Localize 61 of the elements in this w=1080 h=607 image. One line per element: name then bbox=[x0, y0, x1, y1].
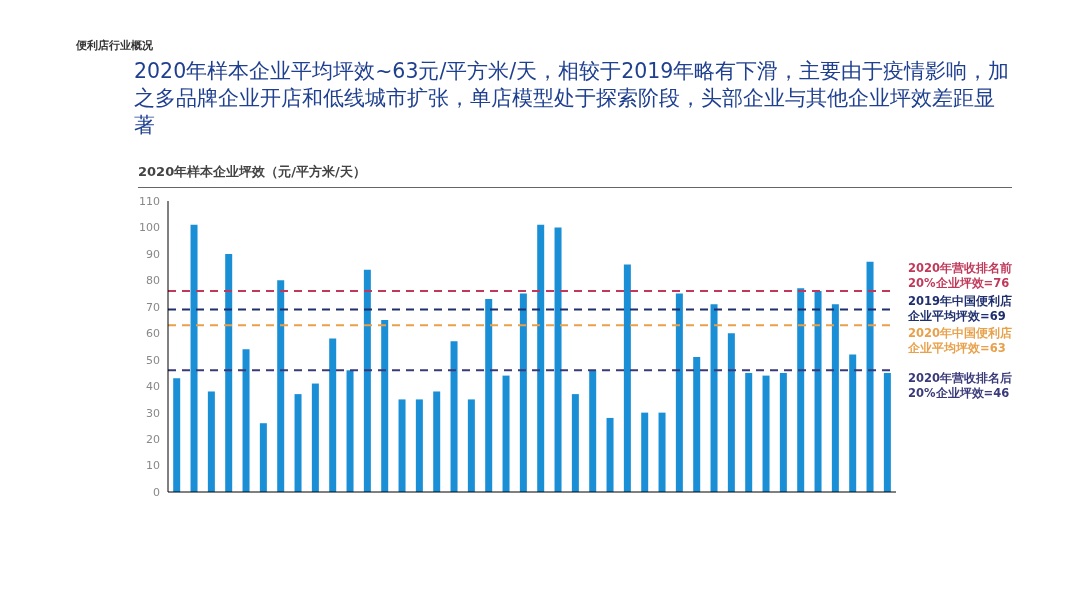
bar bbox=[814, 290, 822, 492]
bar bbox=[571, 394, 579, 492]
y-tick-label: 80 bbox=[146, 274, 160, 288]
ref-line-label: 2020年营收排名前20%企业坪效=76 bbox=[908, 260, 1013, 290]
bar bbox=[762, 375, 770, 492]
bar bbox=[242, 349, 250, 492]
bar bbox=[190, 224, 198, 492]
y-tick-label: 10 bbox=[146, 459, 160, 473]
bar bbox=[450, 341, 458, 492]
bar bbox=[883, 372, 891, 492]
bar bbox=[294, 394, 302, 492]
bar bbox=[311, 383, 319, 492]
bar bbox=[329, 338, 337, 492]
y-tick-label: 90 bbox=[146, 247, 160, 261]
ref-line-label: 2020年营收排名后20%企业坪效=46 bbox=[908, 371, 1013, 401]
bar bbox=[589, 370, 597, 492]
bar bbox=[797, 288, 805, 492]
bar bbox=[641, 412, 649, 492]
bar bbox=[849, 354, 857, 492]
y-tick-label: 0 bbox=[153, 485, 160, 499]
y-tick-label: 110 bbox=[139, 194, 160, 208]
bar bbox=[623, 264, 631, 492]
y-tick-label: 20 bbox=[146, 433, 160, 446]
y-tick-label: 100 bbox=[139, 221, 160, 235]
bar bbox=[658, 412, 666, 492]
bar bbox=[277, 280, 285, 492]
chart-title: 2020年样本企业平均坪效~63元/平方米/天，相较于2019年略有下滑，主要由于疫情影响，加之多品牌企业开店和低线城市扩张，单店模型处于探索阶段，头部企业与其他企业坪效差距显著 bbox=[134, 58, 1011, 139]
bar bbox=[866, 261, 874, 492]
bar bbox=[710, 304, 718, 492]
bar bbox=[225, 253, 233, 492]
bar bbox=[502, 375, 510, 492]
bar bbox=[363, 269, 371, 492]
bar bbox=[173, 378, 181, 492]
ref-line-label: 2020年中国便利店企业平均坪效=63 bbox=[907, 326, 1013, 356]
bar bbox=[381, 320, 389, 492]
ref-line-label: 2019年中国便利店企业平均坪效=69 bbox=[907, 294, 1013, 324]
bar bbox=[537, 224, 545, 492]
y-tick-label: 60 bbox=[146, 327, 160, 341]
bar bbox=[207, 391, 215, 492]
chart-subtitle: 2020年样本企业坪效（元/平方米/天） bbox=[138, 163, 1012, 188]
bar bbox=[346, 370, 354, 492]
y-tick-label: 50 bbox=[146, 353, 160, 367]
bar bbox=[606, 417, 614, 492]
bar bbox=[485, 298, 493, 492]
bar bbox=[745, 372, 753, 492]
bar bbox=[519, 293, 527, 492]
y-tick-label: 40 bbox=[146, 380, 160, 394]
bar bbox=[831, 304, 839, 492]
bar bbox=[554, 227, 562, 492]
y-tick-label: 70 bbox=[146, 300, 160, 314]
bar bbox=[779, 372, 787, 492]
bar bbox=[259, 423, 267, 492]
bar bbox=[675, 293, 683, 492]
bar bbox=[415, 399, 423, 492]
text: 便利店行业概况 bbox=[76, 38, 153, 53]
bar bbox=[727, 333, 735, 492]
bar bbox=[467, 399, 475, 492]
bar bbox=[398, 399, 406, 492]
bar bbox=[433, 391, 441, 492]
y-tick-label: 30 bbox=[146, 406, 160, 420]
bar bbox=[693, 357, 701, 492]
